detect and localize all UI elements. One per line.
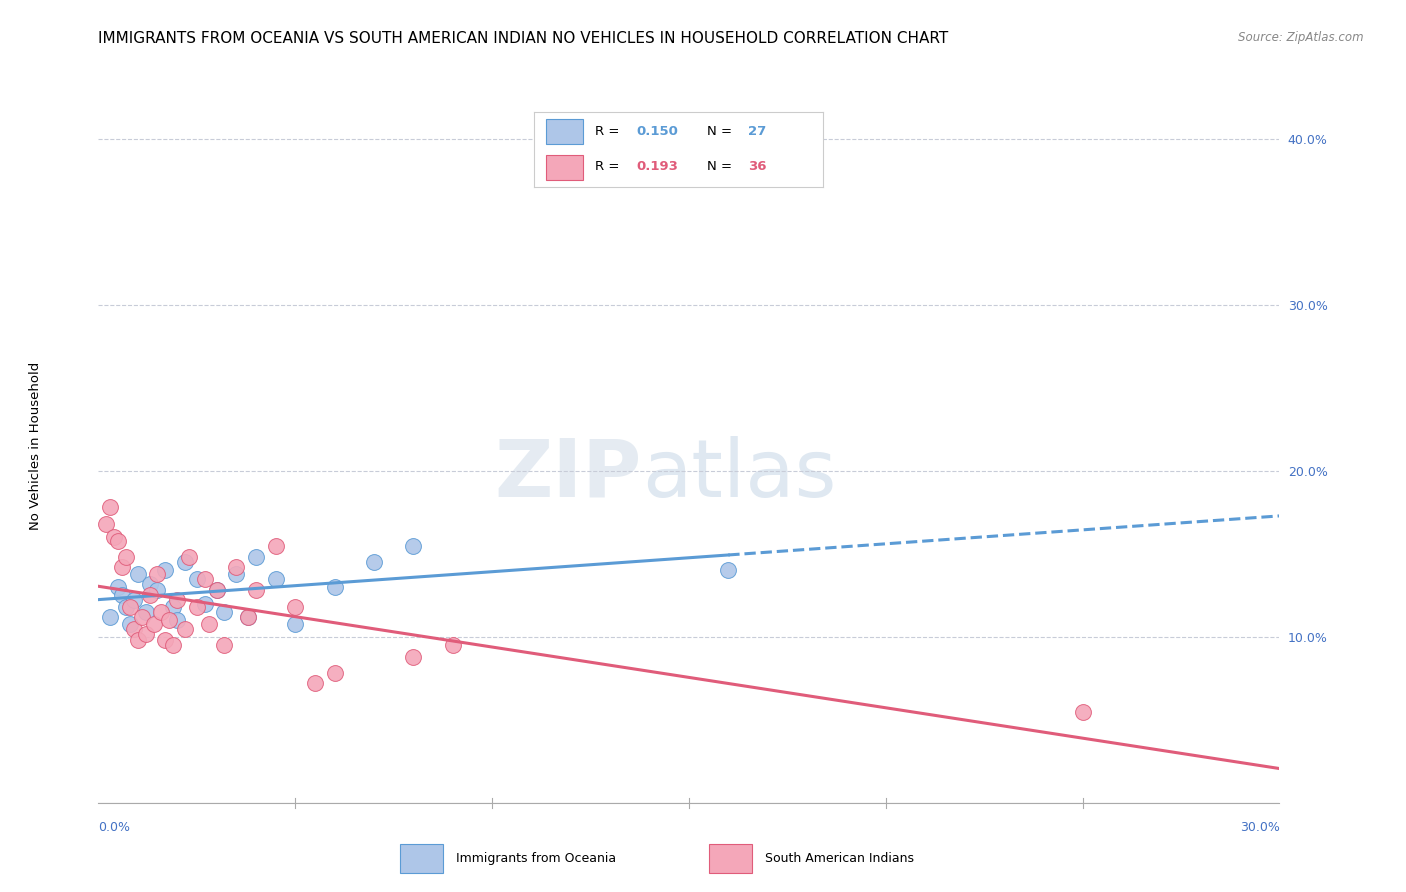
Point — [236, 610, 259, 624]
Point — [717, 564, 740, 578]
Point — [186, 599, 208, 614]
Point — [363, 555, 385, 569]
Text: IMMIGRANTS FROM OCEANIA VS SOUTH AMERICAN INDIAN NO VEHICLES IN HOUSEHOLD CORREL: IMMIGRANTS FROM OCEANIA VS SOUTH AMERICA… — [98, 31, 949, 46]
Point — [245, 583, 267, 598]
Point — [155, 564, 177, 578]
Point — [107, 533, 129, 548]
Point — [157, 613, 180, 627]
Point — [96, 516, 118, 531]
Point — [323, 666, 346, 681]
Point — [111, 560, 134, 574]
Text: N =: N = — [707, 161, 737, 173]
Text: South American Indians: South American Indians — [765, 852, 914, 865]
Point — [138, 576, 160, 591]
Point — [146, 566, 169, 581]
Point — [122, 622, 145, 636]
Text: 0.193: 0.193 — [637, 161, 679, 173]
Point — [177, 550, 200, 565]
Point — [214, 638, 236, 652]
Text: ZIP: ZIP — [495, 435, 641, 514]
Point — [135, 626, 157, 640]
Text: 36: 36 — [748, 161, 766, 173]
Point — [146, 583, 169, 598]
Point — [98, 610, 121, 624]
Point — [284, 616, 307, 631]
Point — [150, 605, 173, 619]
Point — [115, 599, 138, 614]
Point — [135, 605, 157, 619]
Point — [122, 593, 145, 607]
Point — [205, 583, 228, 598]
Text: N =: N = — [707, 125, 737, 137]
Point — [138, 588, 160, 602]
Text: 30.0%: 30.0% — [1240, 822, 1279, 834]
Point — [155, 633, 177, 648]
Point — [323, 580, 346, 594]
Point — [127, 566, 149, 581]
Point — [402, 539, 425, 553]
Point — [111, 588, 134, 602]
Point — [441, 638, 464, 652]
Text: R =: R = — [595, 161, 623, 173]
Point — [115, 550, 138, 565]
Point — [205, 583, 228, 598]
Point — [214, 605, 236, 619]
Bar — [546, 154, 583, 179]
Point — [236, 610, 259, 624]
Bar — [399, 844, 443, 873]
Point — [194, 597, 217, 611]
Text: 0.150: 0.150 — [637, 125, 679, 137]
Point — [107, 580, 129, 594]
Point — [174, 555, 197, 569]
Text: atlas: atlas — [641, 435, 837, 514]
Point — [245, 550, 267, 565]
Point — [162, 599, 184, 614]
Point — [197, 616, 219, 631]
Point — [127, 633, 149, 648]
Point — [264, 539, 287, 553]
Point — [166, 593, 188, 607]
Text: No Vehicles in Household: No Vehicles in Household — [28, 362, 42, 530]
Text: R =: R = — [595, 125, 623, 137]
Point — [225, 560, 247, 574]
Point — [118, 616, 141, 631]
Text: Source: ZipAtlas.com: Source: ZipAtlas.com — [1239, 31, 1364, 45]
Text: 27: 27 — [748, 125, 766, 137]
Point — [225, 566, 247, 581]
Point — [264, 572, 287, 586]
Point — [98, 500, 121, 515]
Point — [142, 616, 165, 631]
Point — [402, 649, 425, 664]
Point — [166, 613, 188, 627]
Point — [118, 599, 141, 614]
Point — [174, 622, 197, 636]
Point — [194, 572, 217, 586]
Bar — [546, 119, 583, 145]
Point — [1071, 705, 1094, 719]
Text: Immigrants from Oceania: Immigrants from Oceania — [456, 852, 616, 865]
Bar — [709, 844, 752, 873]
Point — [131, 610, 153, 624]
Point — [162, 638, 184, 652]
Point — [186, 572, 208, 586]
Point — [304, 676, 326, 690]
Point — [284, 599, 307, 614]
Point — [103, 530, 125, 544]
Text: 0.0%: 0.0% — [98, 822, 131, 834]
